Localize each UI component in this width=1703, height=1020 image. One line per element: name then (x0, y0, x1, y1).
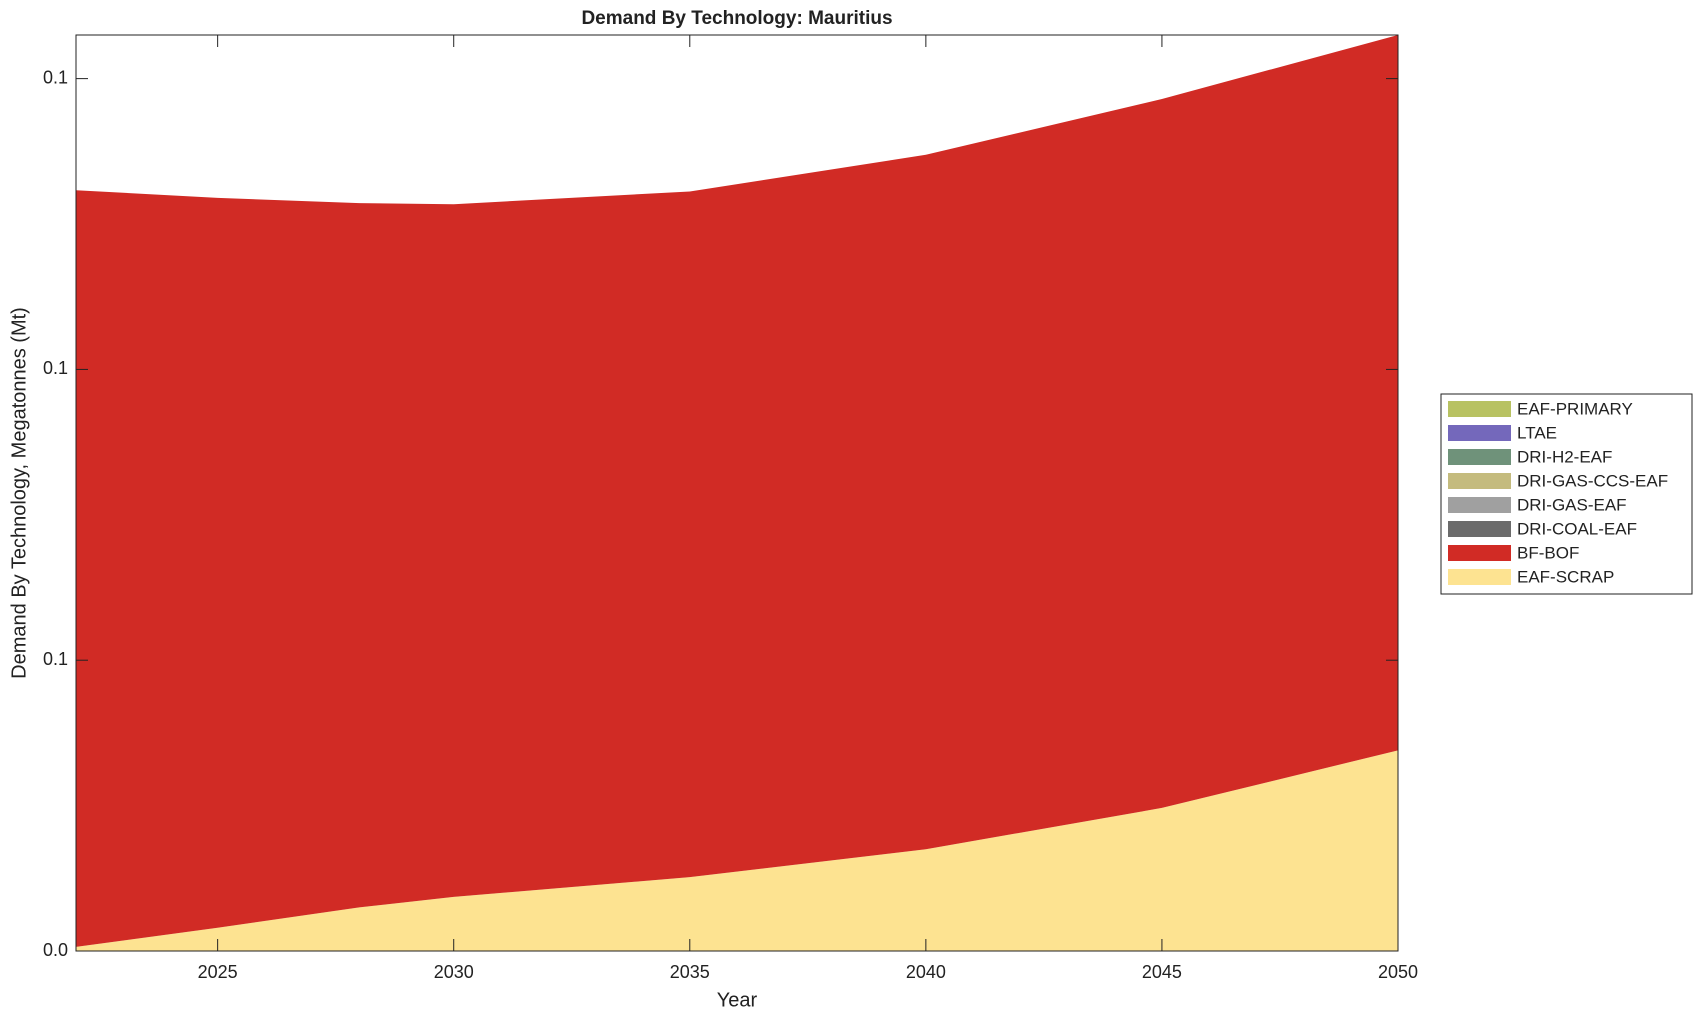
y-tick-label: 0.0 (43, 940, 68, 960)
legend-label: LTAE (1517, 423, 1557, 442)
x-tick-label: 2045 (1142, 962, 1182, 982)
legend-label: DRI-COAL-EAF (1517, 519, 1637, 538)
legend-label: DRI-H2-EAF (1517, 447, 1612, 466)
x-axis-label: Year (717, 989, 758, 1011)
area (76, 750, 1398, 951)
legend-swatch (1448, 545, 1511, 561)
legend-swatch (1448, 449, 1511, 465)
y-tick-label: 0.1 (43, 67, 68, 87)
plot-frame (75, 34, 1399, 952)
legend-label: EAF-PRIMARY (1517, 399, 1633, 418)
x-tick-label: 2040 (906, 962, 946, 982)
x-tick-label: 2030 (434, 962, 474, 982)
x-tick-label: 2050 (1378, 962, 1418, 982)
x-tick-label: 2025 (198, 962, 238, 982)
legend-swatch (1448, 569, 1511, 585)
chart-title: Demand By Technology: Mauritius (581, 8, 892, 29)
legend-box (1440, 393, 1693, 595)
legend-label: BF-BOF (1517, 543, 1579, 562)
y-tick-label: 0.1 (43, 358, 68, 378)
area (76, 35, 1398, 947)
legend-swatch (1448, 425, 1511, 441)
y-axis-label: Demand By Technology, Megatonnes (Mt) (8, 307, 30, 679)
legend-swatch (1448, 521, 1511, 537)
x-tick-label: 2035 (670, 962, 710, 982)
legend-swatch (1448, 473, 1511, 489)
legend-label: EAF-SCRAP (1517, 567, 1614, 586)
legend-swatch (1448, 401, 1511, 417)
legend-swatch (1448, 497, 1511, 513)
legend-label: DRI-GAS-EAF (1517, 495, 1627, 514)
y-tick-label: 0.1 (43, 649, 68, 669)
legend-label: DRI-GAS-CCS-EAF (1517, 471, 1668, 490)
